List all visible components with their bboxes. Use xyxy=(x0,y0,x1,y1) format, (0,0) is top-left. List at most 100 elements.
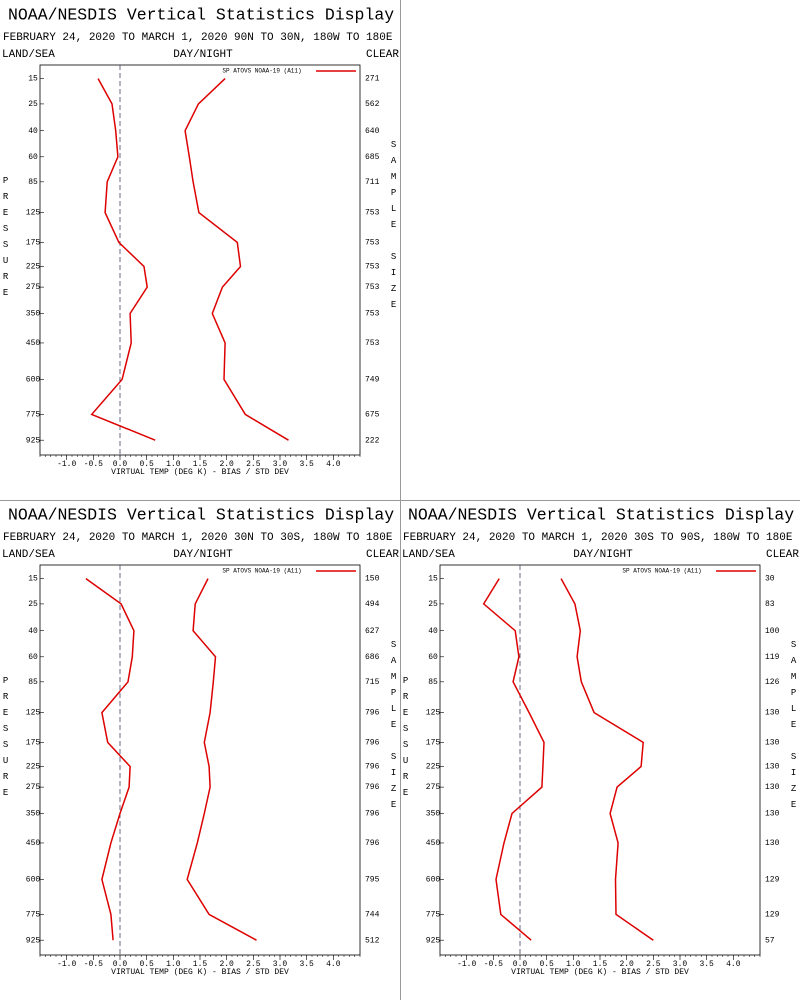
sample-size-label: 150 xyxy=(365,575,380,584)
y-tick-label: 60 xyxy=(28,153,38,162)
sample-size-label: 753 xyxy=(365,283,380,292)
y-tick-label: 175 xyxy=(26,738,41,747)
x-tick-label: 0.5 xyxy=(539,960,554,969)
x-tick-label: 0.0 xyxy=(513,960,528,969)
y-tick-label: 60 xyxy=(28,653,38,662)
x-tick-label: 3.0 xyxy=(273,460,288,469)
sample-size-label: 130 xyxy=(765,763,780,772)
x-tick-label: 4.0 xyxy=(326,460,341,469)
sample-size-label: 129 xyxy=(765,875,780,884)
y-tick-label: 275 xyxy=(26,283,41,292)
y-tick-label: 85 xyxy=(28,678,38,687)
right-label: CLEAR xyxy=(366,549,399,561)
y-axis-label: PRESSURE xyxy=(1,676,11,804)
x-tick-label: 1.5 xyxy=(593,960,608,969)
sample-size-label: 796 xyxy=(365,709,380,718)
sample-size-label: 119 xyxy=(765,653,780,662)
y-tick-label: 175 xyxy=(426,738,441,747)
y-tick-label: 925 xyxy=(26,936,41,945)
sample-size-label: 685 xyxy=(365,153,380,162)
y-tick-label: 225 xyxy=(26,763,41,772)
right-label: CLEAR xyxy=(766,549,799,561)
chart-panel: NOAA/NESDIS Vertical Statistics Display F… xyxy=(401,505,800,977)
sample-size-label: 796 xyxy=(365,783,380,792)
x-tick-label: 0.5 xyxy=(139,460,154,469)
sample-size-label: 796 xyxy=(365,738,380,747)
sample-size-label: 100 xyxy=(765,627,780,636)
sample-size-label: 753 xyxy=(365,209,380,218)
y-tick-label: 225 xyxy=(426,763,441,772)
y-tick-label: 600 xyxy=(26,375,41,384)
x-tick-label: 0.5 xyxy=(139,960,154,969)
y-tick-label: 350 xyxy=(426,810,441,819)
x-tick-label: 0.0 xyxy=(113,960,128,969)
chart-title: NOAA/NESDIS Vertical Statistics Display xyxy=(408,505,794,524)
sample-size-label: 711 xyxy=(365,178,380,187)
sample-size-label: 675 xyxy=(365,411,380,420)
y-tick-label: 350 xyxy=(26,810,41,819)
legend-label: SP ATOVS NOAA-19 (A11) xyxy=(222,68,301,75)
y-tick-label: 125 xyxy=(26,209,41,218)
sample-size-label: 795 xyxy=(365,875,380,884)
y-tick-label: 85 xyxy=(28,178,38,187)
x-tick-label: -0.5 xyxy=(484,960,503,969)
y-tick-label: 925 xyxy=(26,436,41,445)
left-label: LAND/SEA xyxy=(2,49,55,61)
left-label: LAND/SEA xyxy=(2,549,55,561)
sample-size-label: 494 xyxy=(365,600,380,609)
x-tick-label: -0.5 xyxy=(84,460,103,469)
sample-size-label: 57 xyxy=(765,936,775,945)
y-tick-label: 450 xyxy=(26,839,41,848)
y-tick-label: 275 xyxy=(426,783,441,792)
profile-line xyxy=(184,78,289,441)
y-tick-label: 450 xyxy=(26,339,41,348)
x-tick-label: 1.5 xyxy=(193,460,208,469)
x-tick-label: 1.5 xyxy=(193,960,208,969)
legend-label: SP ATOVS NOAA-19 (A11) xyxy=(222,568,301,575)
x-tick-label: 1.0 xyxy=(166,460,181,469)
chart-subtitle: FEBRUARY 24, 2020 TO MARCH 1, 2020 30S T… xyxy=(403,532,793,544)
x-tick-label: 3.5 xyxy=(299,460,314,469)
sample-size-label: 749 xyxy=(365,375,380,384)
y-tick-label: 125 xyxy=(426,709,441,718)
x-tick-label: 2.0 xyxy=(219,460,234,469)
sample-size-label: 744 xyxy=(365,911,380,920)
center-label: DAY/NIGHT xyxy=(573,549,633,561)
left-label: LAND/SEA xyxy=(402,549,455,561)
y-tick-label: 775 xyxy=(26,411,41,420)
chart-panel: NOAA/NESDIS Vertical Statistics Display F… xyxy=(1,5,400,477)
sample-size-label: 130 xyxy=(765,738,780,747)
y-axis-label: PRESSURE xyxy=(401,676,411,804)
sample-size-label: 222 xyxy=(365,436,380,445)
profile-line xyxy=(482,578,545,941)
y-tick-label: 85 xyxy=(428,678,438,687)
x-tick-label: 2.5 xyxy=(246,460,261,469)
sample-size-label: 130 xyxy=(765,839,780,848)
sample-size-label: 30 xyxy=(765,575,775,584)
y-tick-label: 775 xyxy=(26,911,41,920)
sample-size-label: 686 xyxy=(365,653,380,662)
sample-size-label: 126 xyxy=(765,678,780,687)
y-tick-label: 175 xyxy=(26,238,41,247)
sample-size-label: 715 xyxy=(365,678,380,687)
y-tick-label: 15 xyxy=(28,575,38,584)
sample-size-label: 130 xyxy=(765,810,780,819)
x-tick-label: 0.0 xyxy=(113,460,128,469)
sample-size-label: 753 xyxy=(365,310,380,319)
x-tick-label: -1.0 xyxy=(457,960,476,969)
y-tick-label: 350 xyxy=(26,310,41,319)
plot-frame xyxy=(39,564,361,956)
y-tick-label: 40 xyxy=(28,127,38,136)
sample-size-label: 129 xyxy=(765,911,780,920)
y-tick-label: 60 xyxy=(428,653,438,662)
x-tick-label: 3.0 xyxy=(273,960,288,969)
plot-frame xyxy=(39,64,361,456)
x-tick-label: 4.0 xyxy=(726,960,741,969)
y-tick-label: 600 xyxy=(26,875,41,884)
chart-subtitle: FEBRUARY 24, 2020 TO MARCH 1, 2020 90N T… xyxy=(3,32,393,44)
sample-size-label: 753 xyxy=(365,339,380,348)
y-tick-label: 25 xyxy=(28,100,38,109)
x-tick-label: 3.5 xyxy=(299,960,314,969)
right-label: CLEAR xyxy=(366,49,399,61)
